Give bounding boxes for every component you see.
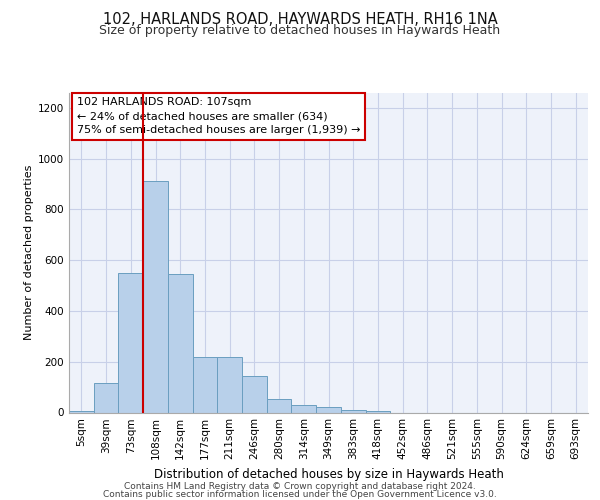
- Bar: [143, 182, 168, 412]
- Bar: [94, 384, 118, 412]
- Bar: [168, 274, 193, 412]
- Text: 102 HARLANDS ROAD: 107sqm
← 24% of detached houses are smaller (634)
75% of semi: 102 HARLANDS ROAD: 107sqm ← 24% of detac…: [77, 98, 360, 136]
- X-axis label: Distribution of detached houses by size in Haywards Heath: Distribution of detached houses by size …: [154, 468, 503, 481]
- Bar: [193, 356, 217, 412]
- Bar: [267, 398, 292, 412]
- Bar: [341, 410, 365, 412]
- Bar: [365, 411, 390, 412]
- Text: 102, HARLANDS ROAD, HAYWARDS HEATH, RH16 1NA: 102, HARLANDS ROAD, HAYWARDS HEATH, RH16…: [103, 12, 497, 27]
- Bar: [69, 411, 94, 412]
- Text: Size of property relative to detached houses in Haywards Heath: Size of property relative to detached ho…: [100, 24, 500, 37]
- Bar: [292, 405, 316, 412]
- Bar: [118, 273, 143, 412]
- Text: Contains HM Land Registry data © Crown copyright and database right 2024.: Contains HM Land Registry data © Crown c…: [124, 482, 476, 491]
- Y-axis label: Number of detached properties: Number of detached properties: [24, 165, 34, 340]
- Bar: [217, 356, 242, 412]
- Bar: [242, 376, 267, 412]
- Bar: [316, 408, 341, 412]
- Text: Contains public sector information licensed under the Open Government Licence v3: Contains public sector information licen…: [103, 490, 497, 499]
